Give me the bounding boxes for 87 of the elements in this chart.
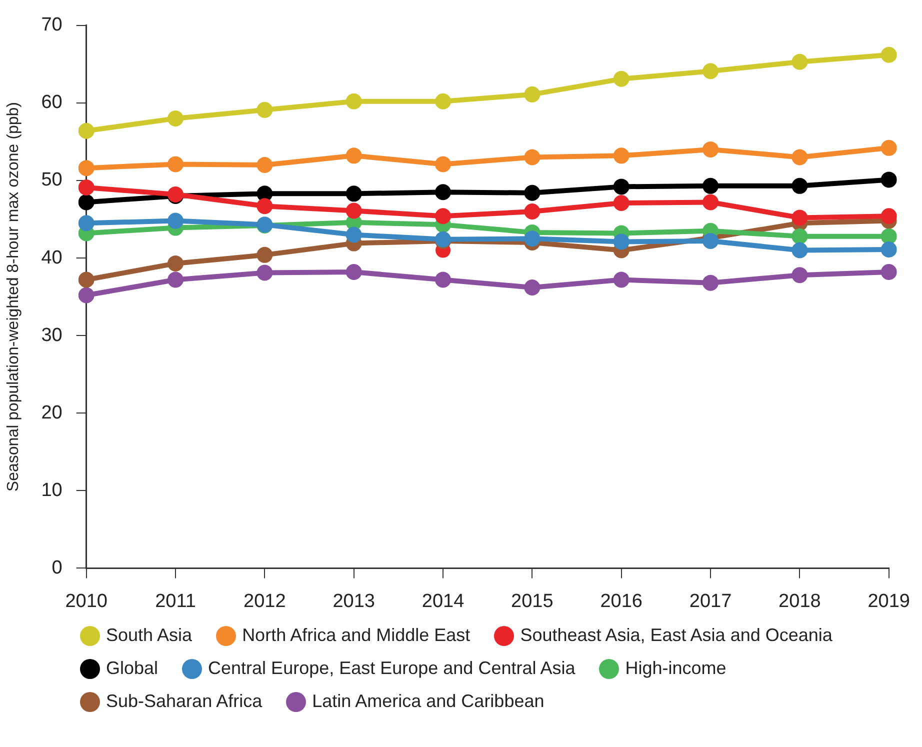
point bbox=[524, 184, 540, 201]
legend-label: South Asia bbox=[106, 625, 192, 646]
point bbox=[78, 160, 94, 176]
point bbox=[78, 122, 94, 139]
point bbox=[792, 267, 808, 284]
y-tick-label: 50 bbox=[41, 170, 62, 191]
point bbox=[524, 230, 540, 247]
legend-label: Southeast Asia, East Asia and Oceania bbox=[520, 625, 832, 646]
point bbox=[524, 149, 540, 166]
point bbox=[524, 279, 540, 296]
point bbox=[435, 208, 452, 224]
point bbox=[256, 264, 273, 281]
point bbox=[613, 148, 630, 164]
x-tick-label: 2015 bbox=[511, 590, 554, 612]
y-tick-label: 70 bbox=[41, 14, 62, 36]
point bbox=[792, 54, 808, 70]
point bbox=[613, 70, 630, 87]
point bbox=[168, 156, 184, 172]
point bbox=[792, 210, 808, 226]
point bbox=[702, 178, 719, 194]
point bbox=[435, 93, 452, 110]
point bbox=[613, 194, 630, 211]
legend-label: High-income bbox=[625, 658, 726, 679]
point bbox=[346, 202, 362, 219]
point bbox=[880, 264, 897, 280]
point bbox=[78, 215, 94, 232]
point bbox=[346, 186, 362, 202]
point bbox=[168, 212, 184, 229]
point bbox=[78, 179, 94, 196]
point bbox=[435, 156, 452, 172]
point bbox=[702, 141, 719, 158]
point bbox=[256, 102, 273, 118]
point bbox=[613, 272, 630, 288]
point bbox=[880, 228, 897, 244]
y-tick-label: 30 bbox=[41, 324, 62, 346]
point bbox=[256, 156, 273, 173]
point bbox=[702, 232, 719, 249]
point bbox=[880, 208, 897, 224]
point bbox=[880, 140, 897, 156]
legend-label: Central Europe, East Europe and Central Asia bbox=[208, 658, 576, 679]
point bbox=[702, 274, 719, 291]
point bbox=[524, 204, 540, 220]
point bbox=[346, 148, 362, 164]
legend-label: Latin America and Caribbean bbox=[312, 691, 544, 712]
point bbox=[880, 46, 897, 63]
x-tick-label: 2013 bbox=[332, 590, 375, 612]
y-axis-title: Seasonal population-weighted 8-hour max ozone (ppb) bbox=[5, 102, 22, 492]
point bbox=[880, 242, 897, 258]
point bbox=[78, 194, 94, 210]
point bbox=[78, 287, 94, 304]
y-tick-label: 20 bbox=[41, 402, 62, 424]
legend-label: Global bbox=[106, 658, 158, 679]
point bbox=[435, 272, 452, 288]
point bbox=[792, 149, 808, 166]
point bbox=[524, 86, 540, 102]
point bbox=[346, 226, 362, 243]
point bbox=[792, 242, 808, 258]
point bbox=[613, 234, 630, 250]
point bbox=[792, 178, 808, 194]
point bbox=[792, 228, 808, 244]
legend-label: Sub-Saharan Africa bbox=[106, 691, 262, 712]
x-tick-label: 2019 bbox=[868, 590, 910, 612]
point bbox=[435, 184, 452, 200]
point bbox=[702, 63, 719, 80]
point bbox=[168, 255, 184, 272]
point bbox=[346, 93, 362, 110]
x-tick-label: 2016 bbox=[600, 590, 642, 612]
point bbox=[168, 110, 184, 126]
x-tick-label: 2011 bbox=[155, 590, 196, 612]
y-tick-label: 0 bbox=[52, 557, 62, 578]
legend-label: North Africa and Middle East bbox=[242, 625, 470, 646]
point bbox=[256, 198, 273, 214]
y-tick-label: 40 bbox=[41, 247, 62, 268]
x-tick-label: 2018 bbox=[778, 590, 821, 612]
x-tick-label: 2017 bbox=[689, 590, 732, 612]
point bbox=[168, 272, 184, 288]
x-tick-label: 2010 bbox=[65, 590, 108, 612]
point bbox=[78, 272, 94, 288]
y-tick-label: 60 bbox=[41, 92, 62, 114]
point bbox=[346, 264, 362, 280]
x-tick-label: 2012 bbox=[244, 590, 286, 612]
point bbox=[256, 246, 273, 263]
point bbox=[880, 172, 897, 188]
point bbox=[613, 178, 630, 195]
point bbox=[702, 194, 719, 210]
x-tick-label: 2014 bbox=[422, 590, 465, 612]
y-tick-label: 10 bbox=[41, 480, 62, 501]
